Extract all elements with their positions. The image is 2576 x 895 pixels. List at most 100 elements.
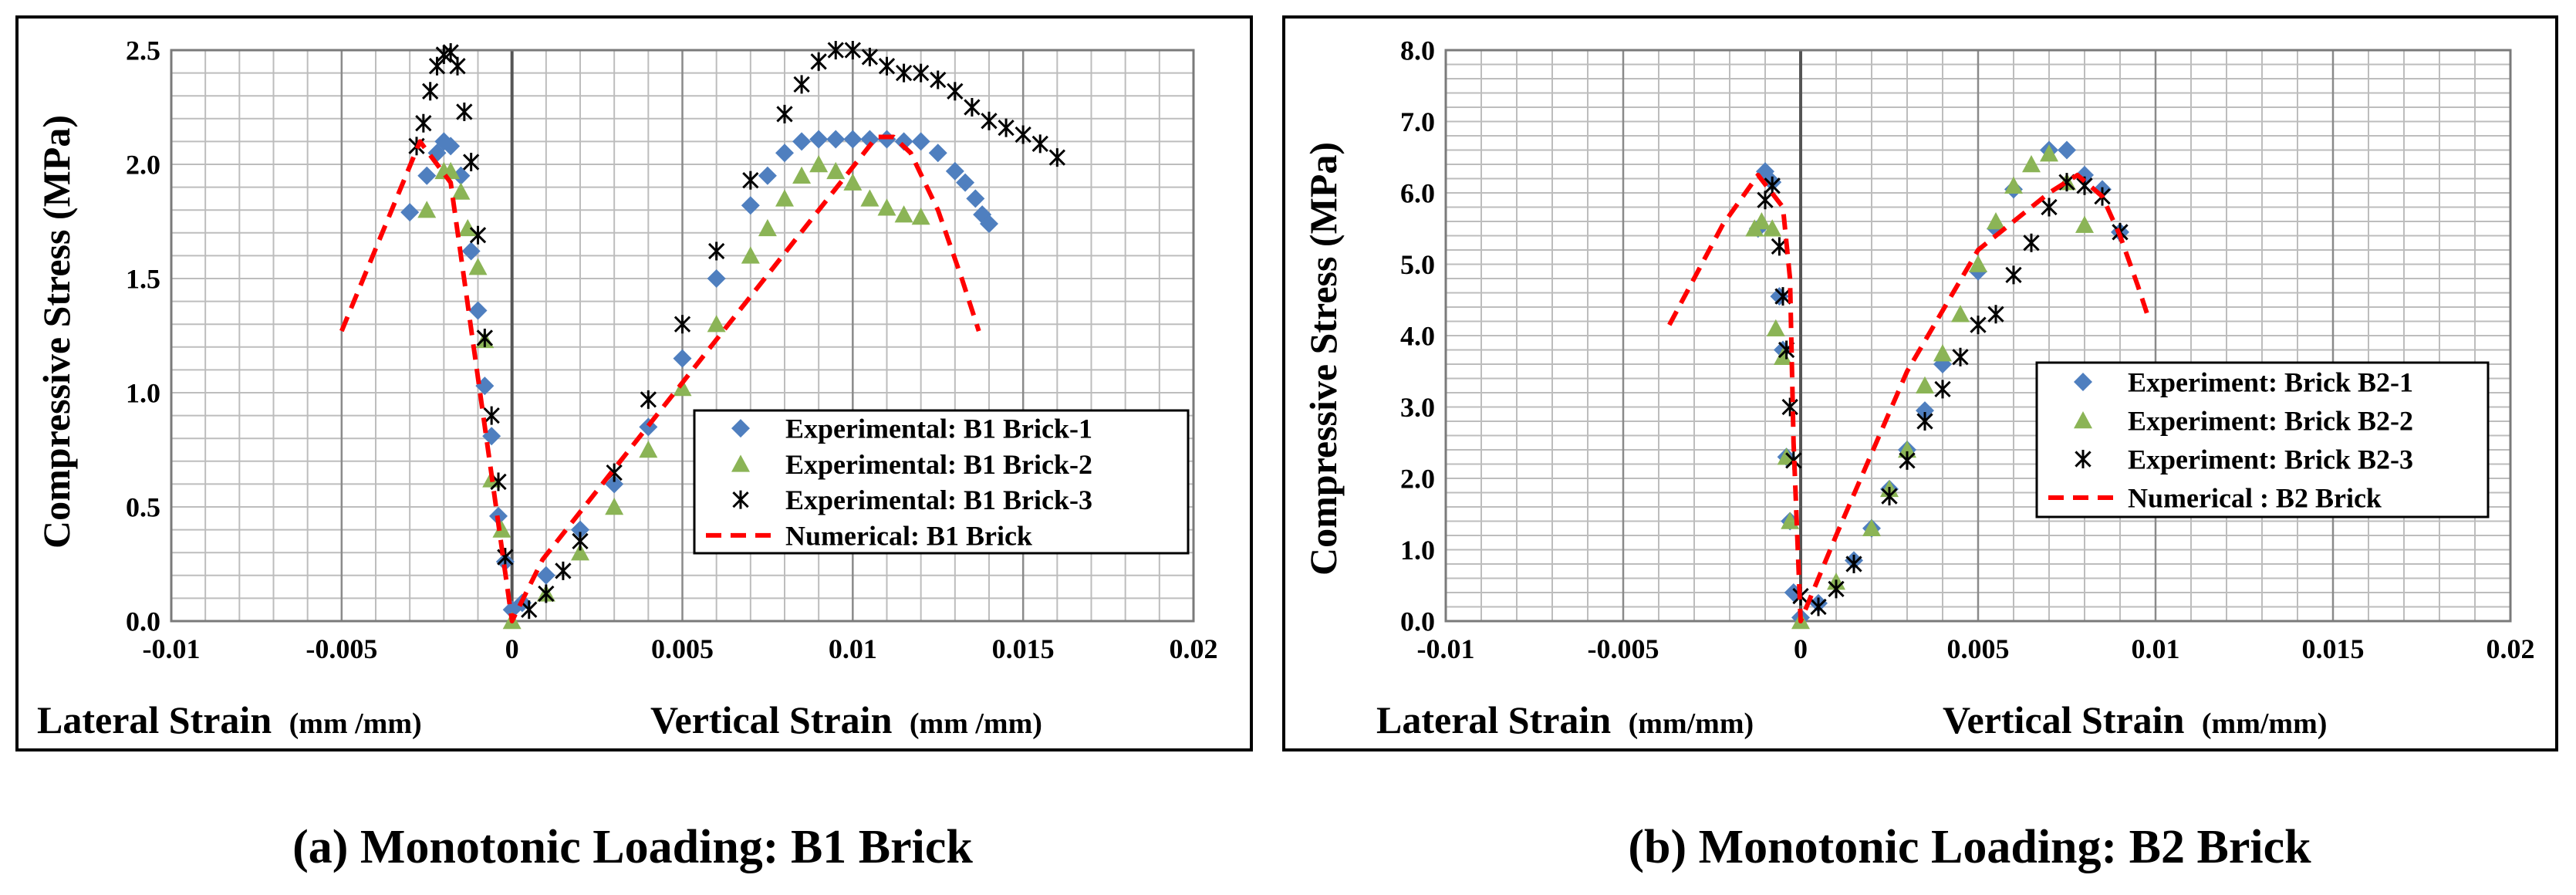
panel-b-triangle-point (1862, 518, 1881, 536)
panel-a-triangle-point (741, 246, 760, 264)
panel-a-legend-label: Experimental: B1 Brick-2 (785, 449, 1092, 480)
panel-a-diamond-point (536, 566, 555, 585)
panel-b-plot: -0.01 -0.005 0 0.005 0.01 0.015 0.02 0.0 1.0 2.0 3… (1400, 35, 2535, 664)
panel-b-triangle-point (2022, 155, 2041, 173)
panel-a-asterisk-point (538, 584, 555, 603)
panel-a-diamond-point (792, 132, 812, 151)
panel-a-legend-diamond-swatch (731, 419, 750, 438)
panel-a-asterisk-point (555, 561, 572, 580)
panel-b-x-tick-label: 0.005 (1947, 633, 2010, 664)
panel-b-asterisk-point (1916, 412, 1933, 431)
panel-a-asterisk-point (476, 328, 493, 347)
panel-b-caption: (b) Monotonic Loading: B2 Brick (1628, 821, 2311, 873)
panel-b-legend-label: Experiment: Brick B2-1 (2128, 367, 2413, 398)
panel-a-asterisk-point (947, 82, 964, 101)
panel-a-diamond-point (605, 475, 624, 494)
panel-b-x-tick-label: 0.01 (2132, 633, 2180, 664)
panel-b-asterisk-point (1899, 451, 1916, 470)
panel-b-x-tick-label: -0.005 (1588, 633, 1659, 664)
panel-b-y-tick-label: 7.0 (1400, 106, 1435, 137)
panel-b-triangle-point (1752, 212, 1771, 230)
panel-a-xlabel-right-unit: (mm /mm) (910, 708, 1042, 740)
panel-a-asterisk-point (521, 600, 538, 620)
panel-b-triangle-point (1774, 347, 1792, 365)
panel-b-triangle-point (1987, 212, 2005, 230)
panel-a-diamond-point (417, 166, 437, 185)
panel-b-legend-box (2035, 361, 2490, 518)
panel-a-x-tick-label: 0.02 (1170, 633, 1218, 664)
panel-b-asterisk-point (2023, 233, 2040, 252)
panel-a-numerical-line (339, 134, 981, 623)
panel-a-asterisk-point (1048, 148, 1065, 167)
panel-a-asterisk-point (463, 153, 480, 172)
panel-a-series-4 (339, 134, 981, 623)
panel-a-diamond-point (826, 130, 846, 149)
panel-a-triangle-point (707, 315, 726, 333)
panel-a-asterisk-point (415, 113, 432, 133)
panel-b-asterisk-point (1764, 176, 1781, 195)
panel-a-diamond-point (461, 241, 481, 261)
panel-a-asterisk-point (572, 532, 589, 551)
panel-b-triangle-point (2004, 176, 2023, 194)
panel-a-xlabel-left-unit: (mm /mm) (289, 708, 422, 740)
panel-a-asterisk-point (793, 75, 810, 94)
panel-b-legend-asterisk-swatch (2075, 450, 2092, 468)
panel-b-triangle-point (1916, 376, 1934, 393)
panel-a-triangle-point (826, 161, 846, 180)
panel-b-x-tick-label: 0 (1794, 633, 1808, 664)
panel-a-series-3 (408, 41, 1065, 620)
panel-a-diamond-point (860, 130, 879, 149)
panel-b-x-tick-label: 0.015 (2302, 633, 2365, 664)
panel-b-asterisk-point (1774, 287, 1791, 306)
panel-b-diamond-point (2058, 140, 2076, 160)
panel-a-y-tick-label: 2.5 (126, 35, 160, 66)
panel-a-diamond-point (741, 196, 760, 215)
panel-a-diamond-point (843, 130, 863, 149)
panel-b-asterisk-point (1828, 579, 1845, 599)
panel-b-legend-label: Numerical : B2 Brick (2128, 483, 2382, 514)
panel-a-asterisk-point (861, 47, 879, 66)
panel-a-asterisk-point (913, 63, 930, 83)
panel-b-y-tick-label: 0.0 (1400, 606, 1435, 637)
panel-a-asterisk-point (776, 104, 793, 123)
panel-a-asterisk-point (640, 390, 657, 409)
panel-b-x-tick-label: 0.02 (2487, 633, 2535, 664)
panel-a-asterisk-point (708, 241, 725, 261)
panel-b-plot-border (1444, 49, 2512, 623)
panel-b-asterisk-point (2005, 265, 2022, 285)
panel-b-asterisk-point (1881, 487, 1898, 506)
panel-a-legend-box (693, 409, 1190, 555)
panel-a-diamond-point (809, 130, 829, 149)
panel-a-triangle-point (468, 258, 488, 275)
panel-a-diamond-point (400, 203, 420, 222)
panel-a-ylabel: Compressive Stress (MPa) (35, 115, 78, 549)
panel-a-asterisk-point (483, 406, 500, 425)
panel-a-series-1 (400, 130, 998, 620)
panel-a-y-tick-label: 2.0 (126, 150, 160, 181)
panel-b-asterisk-point (1970, 316, 1987, 335)
panel-a-asterisk-point (1031, 134, 1048, 154)
panel-b-triangle-point (1766, 319, 1785, 336)
panel-a: -0.01 -0.005 0 0.005 0.01 0.015 0.02 0.0 0.5 1.0 1… (15, 15, 1253, 751)
panel-a-diamond-point (966, 189, 985, 208)
panel-b-triangle-point (1763, 219, 1782, 237)
panel-a-legend-label: Numerical: B1 Brick (785, 520, 1032, 551)
panel-a-x-tick-label: 0 (505, 633, 519, 664)
panel-a-asterisk-point (742, 171, 759, 190)
panel-b-triangle-point (1898, 441, 1916, 458)
panel-a-triangle-point (451, 182, 471, 200)
panel-b-legend-label: Experiment: Brick B2-2 (2128, 406, 2413, 437)
panel-b-series-4 (1667, 172, 2151, 623)
panel-a-asterisk-point (1015, 125, 1031, 144)
panel-a-xlabel-left: Lateral Strain (37, 698, 272, 741)
panel-a-x-tick-label: 0.015 (992, 633, 1055, 664)
panel-a-triangle-point (492, 520, 511, 538)
panel-b-asterisk-point (1810, 597, 1827, 616)
panel-a-asterisk-point (810, 52, 827, 71)
panel-a-y-tick-label: 1.5 (126, 264, 160, 295)
panel-a-plot: -0.01 -0.005 0 0.005 0.01 0.015 0.02 0.0 0.5 1.0 1… (126, 35, 1218, 664)
panel-a-triangle-point (417, 201, 437, 218)
panel-b-asterisk-point (1952, 347, 1969, 366)
panel-b-legend-diamond-swatch (2074, 373, 2092, 391)
panel-a-x-tick-label: 0.005 (651, 633, 714, 664)
